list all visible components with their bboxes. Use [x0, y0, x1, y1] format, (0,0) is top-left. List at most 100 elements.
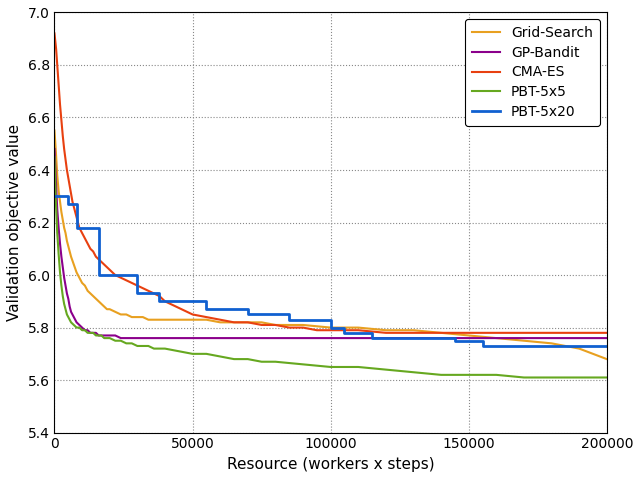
- CMA-ES: [76, 225, 83, 231]
- GP-Bandit: [52, 178, 60, 183]
- Line: PBT-5x5: PBT-5x5: [54, 157, 607, 377]
- PBT-5x20: [156, 298, 163, 304]
- GP-Bandit: [61, 283, 69, 288]
- GP-Bandit: [100, 332, 108, 338]
- CMA-ES: [172, 304, 180, 309]
- Grid-Search: [603, 356, 611, 362]
- GP-Bandit: [90, 330, 97, 336]
- GP-Bandit: [84, 327, 92, 333]
- GP-Bandit: [271, 335, 279, 341]
- GP-Bandit: [161, 335, 169, 341]
- GP-Bandit: [128, 335, 136, 341]
- PBT-5x5: [603, 375, 611, 380]
- PBT-5x5: [100, 335, 108, 341]
- GP-Bandit: [92, 330, 100, 336]
- Grid-Search: [51, 128, 58, 134]
- CMA-ES: [66, 183, 74, 189]
- PBT-5x20: [340, 330, 348, 336]
- Grid-Search: [76, 275, 83, 281]
- PBT-5x20: [368, 330, 376, 336]
- PBT-5x20: [65, 201, 72, 207]
- PBT-5x20: [134, 272, 141, 278]
- Line: GP-Bandit: GP-Bandit: [54, 149, 607, 338]
- PBT-5x5: [53, 230, 61, 236]
- GP-Bandit: [134, 335, 141, 341]
- GP-Bandit: [67, 309, 75, 315]
- GP-Bandit: [603, 335, 611, 341]
- GP-Bandit: [216, 335, 224, 341]
- PBT-5x20: [451, 338, 459, 343]
- X-axis label: Resource (workers x steps): Resource (workers x steps): [227, 457, 435, 472]
- GP-Bandit: [382, 335, 390, 341]
- GP-Bandit: [53, 206, 61, 212]
- PBT-5x20: [51, 194, 58, 199]
- Line: Grid-Search: Grid-Search: [54, 131, 607, 359]
- Legend: Grid-Search, GP-Bandit, CMA-ES, PBT-5x5, PBT-5x20: Grid-Search, GP-Bandit, CMA-ES, PBT-5x5,…: [465, 19, 600, 125]
- GP-Bandit: [106, 332, 113, 338]
- GP-Bandit: [51, 146, 58, 152]
- Line: CMA-ES: CMA-ES: [54, 34, 607, 333]
- Y-axis label: Validation objective value: Validation objective value: [7, 124, 22, 321]
- PBT-5x20: [65, 194, 72, 199]
- Grid-Search: [55, 188, 63, 194]
- GP-Bandit: [244, 335, 252, 341]
- PBT-5x5: [55, 251, 63, 257]
- GP-Bandit: [66, 304, 74, 309]
- Grid-Search: [100, 304, 108, 309]
- PBT-5x20: [285, 317, 293, 322]
- Grid-Search: [202, 317, 210, 322]
- GP-Bandit: [63, 291, 71, 297]
- PBT-5x20: [327, 317, 335, 322]
- GP-Bandit: [147, 335, 155, 341]
- PBT-5x20: [479, 338, 486, 343]
- GP-Bandit: [86, 330, 94, 336]
- PBT-5x20: [73, 201, 81, 207]
- PBT-5x20: [156, 291, 163, 297]
- GP-Bandit: [327, 335, 335, 341]
- Grid-Search: [189, 317, 196, 322]
- GP-Bandit: [65, 296, 72, 302]
- CMA-ES: [156, 293, 163, 299]
- PBT-5x5: [76, 325, 83, 331]
- CMA-ES: [56, 102, 64, 107]
- GP-Bandit: [73, 319, 81, 325]
- PBT-5x20: [479, 343, 486, 349]
- GP-Bandit: [175, 335, 182, 341]
- PBT-5x5: [202, 351, 210, 357]
- GP-Bandit: [76, 322, 83, 328]
- CMA-ES: [51, 31, 58, 36]
- PBT-5x20: [451, 335, 459, 341]
- GP-Bandit: [78, 325, 86, 331]
- GP-Bandit: [56, 240, 64, 246]
- GP-Bandit: [95, 332, 102, 338]
- GP-Bandit: [58, 254, 65, 260]
- GP-Bandit: [465, 335, 472, 341]
- PBT-5x20: [603, 343, 611, 349]
- GP-Bandit: [189, 335, 196, 341]
- PBT-5x20: [340, 325, 348, 331]
- PBT-5x20: [95, 225, 102, 231]
- PBT-5x5: [189, 351, 196, 357]
- GP-Bandit: [103, 332, 111, 338]
- PBT-5x20: [327, 325, 335, 331]
- GP-Bandit: [70, 314, 77, 320]
- CMA-ES: [128, 280, 136, 286]
- GP-Bandit: [97, 332, 105, 338]
- PBT-5x20: [285, 311, 293, 317]
- PBT-5x5: [51, 154, 58, 160]
- GP-Bandit: [60, 275, 68, 281]
- PBT-5x20: [244, 311, 252, 317]
- PBT-5x20: [95, 272, 102, 278]
- PBT-5x20: [202, 298, 210, 304]
- GP-Bandit: [59, 264, 67, 270]
- PBT-5x5: [520, 375, 528, 380]
- GP-Bandit: [299, 335, 307, 341]
- Line: PBT-5x20: PBT-5x20: [54, 196, 607, 346]
- GP-Bandit: [81, 327, 89, 333]
- CMA-ES: [382, 330, 390, 336]
- GP-Bandit: [122, 335, 130, 341]
- CMA-ES: [603, 330, 611, 336]
- GP-Bandit: [111, 332, 119, 338]
- PBT-5x20: [134, 291, 141, 297]
- Grid-Search: [53, 172, 61, 178]
